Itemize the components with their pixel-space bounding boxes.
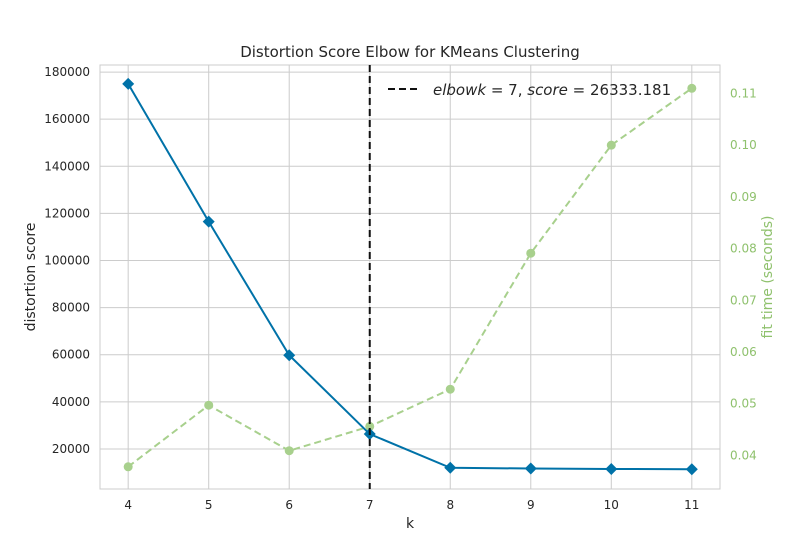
y-tick-label: 120000	[44, 206, 90, 220]
legend-elbow-eq2: = 26333.181	[568, 81, 671, 99]
ticks-layer: 4 5 6 7 8 9 10 11 20000 40000 60000 80000 100000 1200…	[44, 65, 757, 512]
fit-time-point	[606, 140, 616, 150]
x-tick-label: 6	[285, 498, 293, 512]
y-tick-label: 160000	[44, 112, 90, 126]
legend-elbow-label: elbowk = 7, score = 26333.181	[433, 81, 671, 99]
y-tick-label: 180000	[44, 65, 90, 79]
fit-time-point	[365, 421, 375, 431]
x-tick-label: 5	[205, 498, 213, 512]
y-tick-label: 20000	[52, 442, 90, 456]
distortion-point	[122, 77, 135, 90]
y-tick-label: 40000	[52, 395, 90, 409]
y2-tick-label: 0.09	[730, 190, 757, 204]
grid	[100, 65, 720, 489]
fit-time-point	[204, 400, 214, 410]
chart-title: Distortion Score Elbow for KMeans Cluste…	[240, 43, 580, 61]
x-axis-label: k	[406, 516, 415, 532]
plot-frame	[99, 64, 721, 490]
legend-elbow-eq1: = 7,	[486, 81, 527, 99]
y-tick-label: 140000	[44, 159, 90, 173]
legend-elbow-score: score	[527, 81, 568, 99]
distortion-point	[202, 215, 215, 228]
legend-elbow-prefix: elbowk	[433, 81, 487, 99]
fit-time-point	[687, 83, 697, 93]
fit-time-point	[123, 462, 133, 472]
distortion-point	[685, 463, 698, 476]
fit-time-point	[445, 384, 455, 394]
x-tick-label: 8	[446, 498, 454, 512]
y2-tick-label: 0.04	[730, 448, 757, 462]
y-tick-label: 60000	[52, 348, 90, 362]
y2-tick-label: 0.05	[730, 397, 757, 411]
distortion-point	[524, 462, 537, 475]
y-axis-label: distortion score	[23, 223, 39, 332]
x-tick-label: 7	[366, 498, 374, 512]
fit-time-line	[127, 87, 693, 468]
x-tick-label: 11	[684, 498, 699, 512]
y2-tick-label: 0.10	[730, 138, 757, 152]
y2-tick-label: 0.08	[730, 242, 757, 256]
x-tick-label: 9	[527, 498, 535, 512]
distortion-point	[283, 349, 296, 362]
distortion-line	[127, 83, 692, 471]
y2-axis-label: fit time (seconds)	[760, 216, 776, 339]
fit-time-point	[284, 446, 294, 456]
distortion-point	[444, 461, 457, 474]
distortion-point	[605, 462, 618, 475]
legend: elbowk = 7, score = 26333.181	[388, 81, 671, 99]
y-tick-label: 100000	[44, 254, 90, 268]
fit-time-point	[526, 248, 536, 258]
y2-tick-label: 0.11	[730, 86, 757, 100]
x-tick-label: 10	[604, 498, 619, 512]
y-tick-label: 80000	[52, 301, 90, 315]
y2-tick-label: 0.07	[730, 293, 757, 307]
y2-tick-label: 0.06	[730, 345, 757, 359]
x-tick-label: 4	[124, 498, 132, 512]
